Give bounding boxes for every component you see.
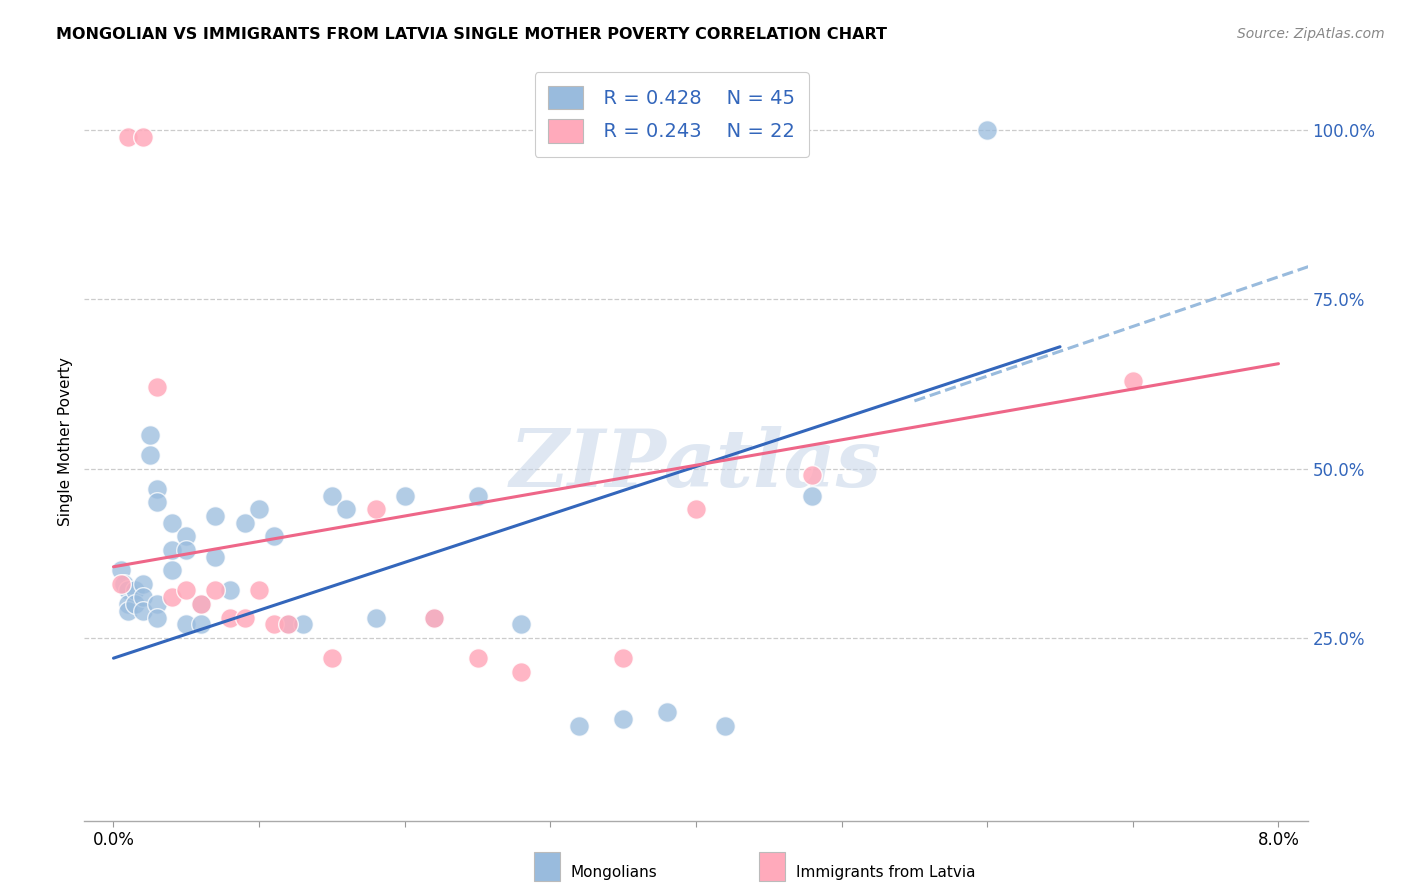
Point <box>190 597 212 611</box>
Point <box>277 617 299 632</box>
Point <box>117 597 139 611</box>
Point <box>146 597 169 611</box>
Point <box>364 610 387 624</box>
Point <box>146 495 169 509</box>
Point <box>394 489 416 503</box>
Point <box>160 542 183 557</box>
Point <box>219 610 242 624</box>
Point <box>174 617 197 632</box>
Point <box>204 508 226 523</box>
Point <box>335 502 357 516</box>
Point <box>423 610 446 624</box>
Point <box>510 665 533 679</box>
Point <box>204 583 226 598</box>
Point <box>247 583 270 598</box>
Text: MONGOLIAN VS IMMIGRANTS FROM LATVIA SINGLE MOTHER POVERTY CORRELATION CHART: MONGOLIAN VS IMMIGRANTS FROM LATVIA SING… <box>56 27 887 42</box>
Point <box>467 489 489 503</box>
Point <box>612 712 634 726</box>
Point <box>801 489 824 503</box>
Point <box>124 597 146 611</box>
Point <box>174 583 197 598</box>
Legend:   R = 0.428    N = 45,   R = 0.243    N = 22: R = 0.428 N = 45, R = 0.243 N = 22 <box>534 72 808 157</box>
Point <box>321 489 343 503</box>
Point <box>467 651 489 665</box>
Point <box>801 468 824 483</box>
Text: Source: ZipAtlas.com: Source: ZipAtlas.com <box>1237 27 1385 41</box>
Point <box>112 576 135 591</box>
Point <box>1122 374 1144 388</box>
Point <box>139 427 162 442</box>
Point <box>190 617 212 632</box>
Point <box>174 529 197 543</box>
Point <box>233 610 256 624</box>
Point <box>139 448 162 462</box>
Point <box>655 706 678 720</box>
Point <box>174 542 197 557</box>
Point <box>204 549 226 564</box>
Text: ZIPatlas: ZIPatlas <box>510 425 882 503</box>
Point <box>277 617 299 632</box>
Point <box>131 576 153 591</box>
Point <box>423 610 446 624</box>
Point <box>117 583 139 598</box>
Point <box>117 604 139 618</box>
Point <box>685 502 707 516</box>
Point <box>131 129 153 144</box>
Y-axis label: Single Mother Poverty: Single Mother Poverty <box>58 357 73 526</box>
Point <box>263 529 285 543</box>
Point <box>510 617 533 632</box>
Text: Immigrants from Latvia: Immigrants from Latvia <box>796 865 976 880</box>
Point <box>321 651 343 665</box>
Point <box>131 591 153 605</box>
Point <box>160 591 183 605</box>
Point <box>247 502 270 516</box>
Point <box>364 502 387 516</box>
Point <box>160 563 183 577</box>
Point <box>146 610 169 624</box>
Point <box>219 583 242 598</box>
Point <box>233 516 256 530</box>
Point <box>612 651 634 665</box>
Point <box>568 719 591 733</box>
Point <box>146 482 169 496</box>
Point <box>190 597 212 611</box>
Point <box>714 719 737 733</box>
Point <box>124 583 146 598</box>
Point <box>110 576 132 591</box>
Point <box>146 380 169 394</box>
Text: Mongolians: Mongolians <box>571 865 658 880</box>
Point <box>117 129 139 144</box>
Point <box>263 617 285 632</box>
Point <box>110 563 132 577</box>
Point <box>131 604 153 618</box>
Point <box>976 123 998 137</box>
Point <box>160 516 183 530</box>
Point <box>291 617 314 632</box>
